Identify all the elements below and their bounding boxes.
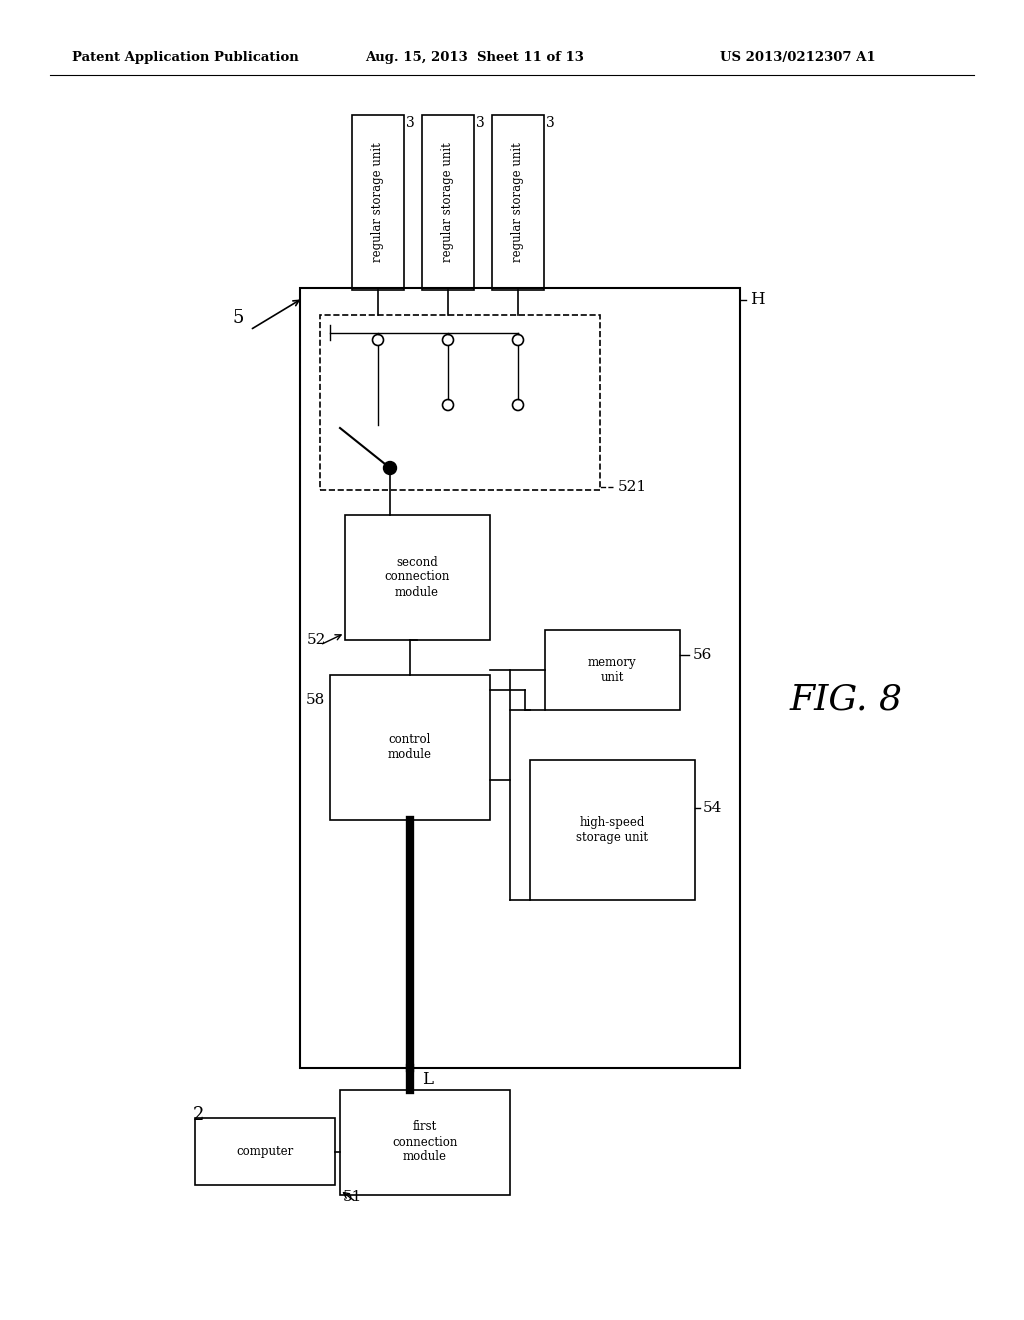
- Text: 2: 2: [193, 1106, 205, 1125]
- Bar: [319, 315, 600, 490]
- Text: 54: 54: [703, 801, 722, 814]
- Text: H: H: [750, 292, 765, 309]
- Text: L: L: [422, 1072, 433, 1089]
- Bar: [545, 630, 680, 710]
- Text: 5: 5: [232, 309, 244, 327]
- Text: 52: 52: [307, 634, 327, 647]
- Text: 521: 521: [618, 480, 647, 494]
- Bar: [340, 1090, 510, 1195]
- Text: regular storage unit: regular storage unit: [372, 143, 384, 261]
- Text: 56: 56: [693, 648, 713, 663]
- Text: regular storage unit: regular storage unit: [512, 143, 524, 261]
- Bar: [492, 115, 544, 290]
- Bar: [330, 675, 490, 820]
- Text: US 2013/0212307 A1: US 2013/0212307 A1: [720, 51, 876, 65]
- Text: FIG. 8: FIG. 8: [790, 682, 903, 717]
- Text: 3: 3: [406, 116, 415, 129]
- Text: Aug. 15, 2013  Sheet 11 of 13: Aug. 15, 2013 Sheet 11 of 13: [365, 51, 584, 65]
- Text: Patent Application Publication: Patent Application Publication: [72, 51, 299, 65]
- Bar: [300, 288, 740, 1068]
- Circle shape: [384, 462, 396, 474]
- Text: 3: 3: [546, 116, 555, 129]
- Text: 3: 3: [476, 116, 484, 129]
- Bar: [530, 760, 695, 900]
- Text: computer: computer: [237, 1144, 294, 1158]
- Bar: [345, 515, 490, 640]
- Text: control
module: control module: [388, 733, 432, 762]
- Text: second
connection
module: second connection module: [384, 556, 450, 598]
- Bar: [195, 1118, 335, 1185]
- Text: memory
unit: memory unit: [588, 656, 636, 684]
- Bar: [422, 115, 474, 290]
- Text: first
connection
module: first connection module: [392, 1121, 458, 1163]
- Text: 51: 51: [343, 1191, 362, 1204]
- Text: 58: 58: [306, 693, 326, 708]
- Text: high-speed
storage unit: high-speed storage unit: [575, 816, 648, 843]
- Bar: [352, 115, 404, 290]
- Text: regular storage unit: regular storage unit: [441, 143, 455, 261]
